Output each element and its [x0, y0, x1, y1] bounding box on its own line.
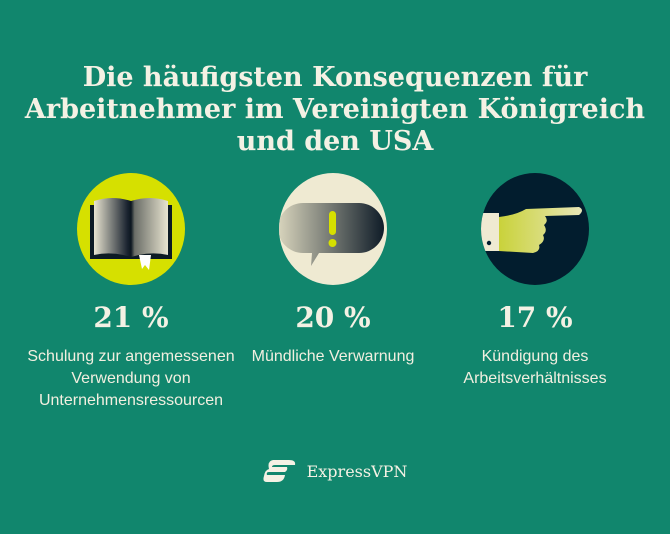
- stat-value: 17 %: [497, 301, 573, 334]
- expressvpn-logo-icon: [263, 460, 295, 482]
- page-title: Die häufigsten Konsequenzen für Arbeitne…: [24, 62, 646, 157]
- stat-label: Kündigung des Arbeitsverhältnisses: [463, 348, 607, 387]
- stat-label: Schulung zur angemessenen Verwendung von…: [27, 348, 235, 409]
- stat-label: Mündliche Verwarnung: [251, 348, 415, 365]
- expressvpn-logo: ExpressVPN: [0, 458, 670, 484]
- stat-training: 21 % Schulung zur angemessenen Verwendun…: [16, 173, 246, 412]
- pointing-hand-icon: [481, 173, 589, 285]
- speech-bubble-exclamation-icon: [279, 173, 387, 285]
- stat-value: 20 %: [295, 301, 371, 334]
- stat-termination: 17 % Kündigung des Arbeitsverhältnisses: [420, 173, 650, 390]
- stat-verbal-warning: 20 % Mündliche Verwarnung: [218, 173, 448, 368]
- stat-value: 21 %: [93, 301, 169, 334]
- brand-name: ExpressVPN: [306, 461, 408, 481]
- book-icon: [77, 173, 185, 285]
